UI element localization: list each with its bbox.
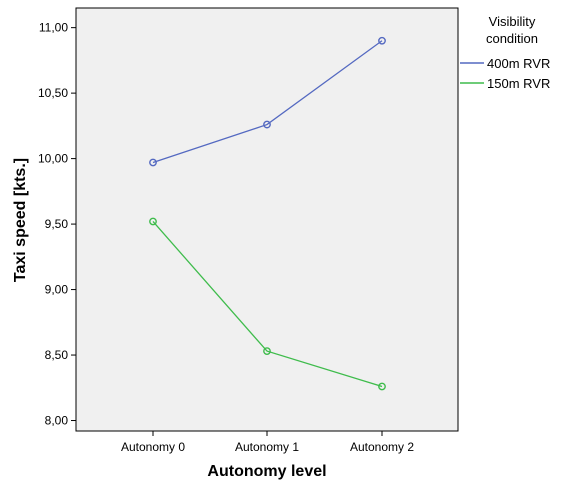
legend-label-400m-rvr: 400m RVR: [487, 56, 550, 71]
y-tick-label: 10,00: [38, 152, 68, 166]
y-tick-label: 8,50: [45, 348, 69, 362]
x-tick-label: Autonomy 0: [121, 440, 185, 454]
legend: Visibility condition 400m RVR 150m RVR: [460, 14, 550, 91]
data-point-150m-rvr: [149, 217, 157, 226]
series-line-150m-rvr: [152, 221, 383, 388]
y-tick-label: 10,50: [38, 86, 68, 100]
y-tick-label: 8,00: [45, 414, 69, 428]
data-point-400m-rvr: [378, 36, 386, 45]
legend-label-150m-rvr: 150m RVR: [487, 76, 550, 91]
legend-title-line-1: Visibility: [489, 14, 536, 29]
plot-area: [75, 7, 459, 432]
x-axis: Autonomy 0 Autonomy 1 Autonomy 2: [121, 431, 414, 454]
series-layer: [149, 36, 386, 391]
data-point-400m-rvr: [263, 120, 271, 129]
series-line-400m-rvr: [152, 40, 383, 164]
data-point-150m-rvr: [378, 382, 386, 391]
y-axis-title: Taxi speed [kts.]: [12, 158, 29, 282]
x-tick-label: Autonomy 2: [350, 440, 414, 454]
y-tick-label: 9,50: [45, 217, 69, 231]
y-axis: 8,00 8,50 9,00 9,50 10,00 10,50 11,00: [38, 21, 76, 428]
y-tick-label: 9,00: [45, 283, 69, 297]
data-point-400m-rvr: [149, 158, 157, 167]
legend-title-line-2: condition: [486, 31, 538, 46]
x-tick-label: Autonomy 1: [235, 440, 299, 454]
x-axis-title: Autonomy level: [207, 463, 326, 480]
data-point-150m-rvr: [263, 347, 271, 356]
y-tick-label: 11,00: [39, 21, 68, 35]
